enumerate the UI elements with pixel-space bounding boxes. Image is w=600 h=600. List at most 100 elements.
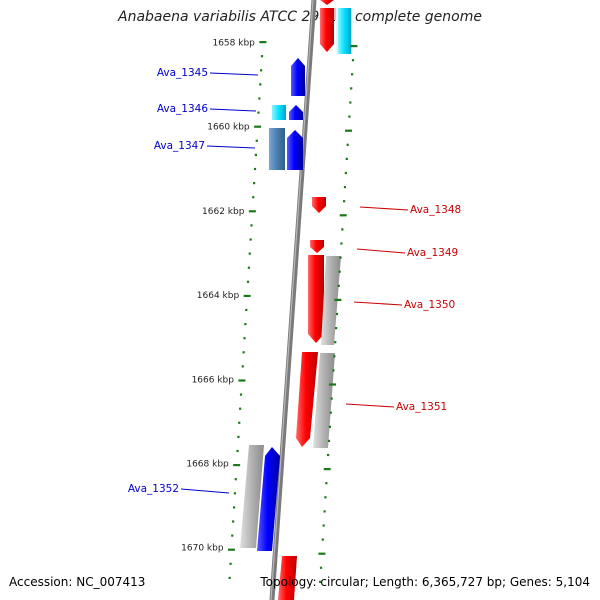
lane-tick-right <box>345 129 353 132</box>
label-leader-Ava_1346 <box>209 108 257 112</box>
lane-tick-right <box>335 327 338 330</box>
feature-top-red <box>320 8 334 52</box>
lane-tick-right <box>321 538 324 541</box>
scale-tick-label: 1664 kbp <box>197 291 240 301</box>
gene-label-Ava_1347[interactable]: Ava_1347 <box>154 140 205 152</box>
lane-tick-right <box>335 312 339 316</box>
genome-backbone <box>269 0 317 600</box>
lane-tick-right <box>334 341 337 344</box>
gene-Ava_1351[interactable] <box>296 352 318 447</box>
scale-tick-label: 1668 kbp <box>186 460 229 470</box>
gene-Ava_1346-partner[interactable] <box>272 105 286 120</box>
lane-tick-left <box>228 576 231 579</box>
scale-tick-label: 1666 kbp <box>192 375 235 385</box>
label-leader-Ava_1348 <box>359 206 409 211</box>
gene-Ava_1352[interactable] <box>257 447 280 551</box>
lane-tick-left <box>232 520 235 523</box>
lane-tick-right <box>319 566 323 569</box>
lane-tick-left <box>250 224 253 227</box>
lane-tick-right <box>350 73 354 76</box>
feature-top-cyan <box>338 8 351 54</box>
gene-Ava_1349[interactable] <box>310 240 324 253</box>
lane-tick-right <box>322 524 325 527</box>
lane-tick-right <box>339 214 347 217</box>
label-leader-Ava_1345 <box>209 72 259 76</box>
lane-tick-right <box>339 256 342 259</box>
label-leader-Ava_1347 <box>206 145 256 149</box>
lane-tick-right <box>348 115 351 118</box>
gene-label-Ava_1349[interactable]: Ava_1349 <box>407 247 458 259</box>
feature-top-red-cap <box>320 0 334 5</box>
gene-label-Ava_1352[interactable]: Ava_1352 <box>128 483 179 495</box>
lane-tick-left <box>260 69 263 72</box>
scale-tick-label: 1658 kbp <box>212 39 255 49</box>
lane-tick-right <box>346 143 349 146</box>
lane-tick-right <box>338 270 341 273</box>
lane-tick-left <box>246 280 250 283</box>
lane-tick-left <box>231 534 234 537</box>
gene-Ava_1347[interactable] <box>287 130 303 170</box>
scale-tick-label: 1670 kbp <box>181 544 224 554</box>
scale-tick-label: 1660 kbp <box>207 123 250 133</box>
lane-tick-left <box>258 97 261 100</box>
gene-Ava_1348[interactable] <box>312 197 326 213</box>
lane-tick-right <box>327 453 330 457</box>
gene-Ava_1350[interactable] <box>308 255 324 343</box>
lane-tick-right <box>334 298 342 301</box>
lane-tick-left <box>232 506 236 509</box>
gene-label-Ava_1346[interactable]: Ava_1346 <box>157 103 209 115</box>
lane-tick-right <box>323 468 331 471</box>
lane-tick-left <box>244 323 247 326</box>
lane-tick-left <box>257 111 260 114</box>
label-leader-Ava_1349 <box>356 248 406 254</box>
lane-tick-right <box>350 87 353 90</box>
lane-tick-right <box>333 355 336 358</box>
lane-tick-right <box>337 284 340 287</box>
lane-tick-right <box>343 200 346 203</box>
lane-tick-left <box>255 139 258 142</box>
lane-tick-left <box>252 196 255 199</box>
lane-tick-right <box>332 369 335 372</box>
gene-Ava_1345[interactable] <box>291 58 305 96</box>
lane-tick-left <box>227 548 235 551</box>
gene-label-Ava_1345[interactable]: Ava_1345 <box>157 67 208 79</box>
lane-tick-left <box>233 492 237 495</box>
scale-ticks: 1658 kbp 1660 kbp 1662 kbp 1664 kbp 1666 kbp… <box>181 39 255 554</box>
lane-tick-left <box>239 407 242 410</box>
lane-tick-right <box>330 397 333 400</box>
lane-tick-right <box>329 383 337 386</box>
scale-tick-label: 1662 kbp <box>202 207 245 217</box>
lane-tick-left <box>241 365 244 368</box>
genome-title: Anabaena variabilis ATCC 29413, complete… <box>118 9 482 25</box>
lane-tick-right <box>319 580 322 583</box>
tick-lanes <box>227 41 358 583</box>
lane-tick-left <box>238 421 241 424</box>
gene-Ava_1347-partner[interactable] <box>269 128 285 170</box>
lane-tick-left <box>233 464 241 467</box>
lane-tick-left <box>236 449 239 453</box>
lane-tick-left <box>239 393 243 396</box>
lane-tick-right <box>343 186 347 189</box>
feature-bottom-red <box>278 556 297 600</box>
gene-label-Ava_1350[interactable]: Ava_1350 <box>404 299 455 311</box>
lane-tick-left <box>245 308 248 312</box>
gene-label-Ava_1351[interactable]: Ava_1351 <box>396 401 447 413</box>
lane-tick-right <box>344 171 347 175</box>
lane-tick-left <box>248 210 256 213</box>
gene-label-Ava_1348[interactable]: Ava_1348 <box>410 204 461 216</box>
lane-tick-right <box>349 101 352 104</box>
lane-tick-left <box>234 478 237 481</box>
lane-tick-left <box>248 252 251 255</box>
lane-tick-right <box>328 425 331 428</box>
lane-tick-left <box>247 266 250 269</box>
gene-Ava_1346[interactable] <box>289 105 303 120</box>
lane-tick-right <box>341 228 344 231</box>
lane-tick-right <box>329 411 332 414</box>
lane-tick-right <box>350 45 358 48</box>
lane-tick-left <box>259 83 262 86</box>
label-leader-Ava_1350 <box>353 301 403 306</box>
gene-Ava_1351-cds <box>313 353 335 448</box>
lane-tick-left <box>253 182 256 185</box>
